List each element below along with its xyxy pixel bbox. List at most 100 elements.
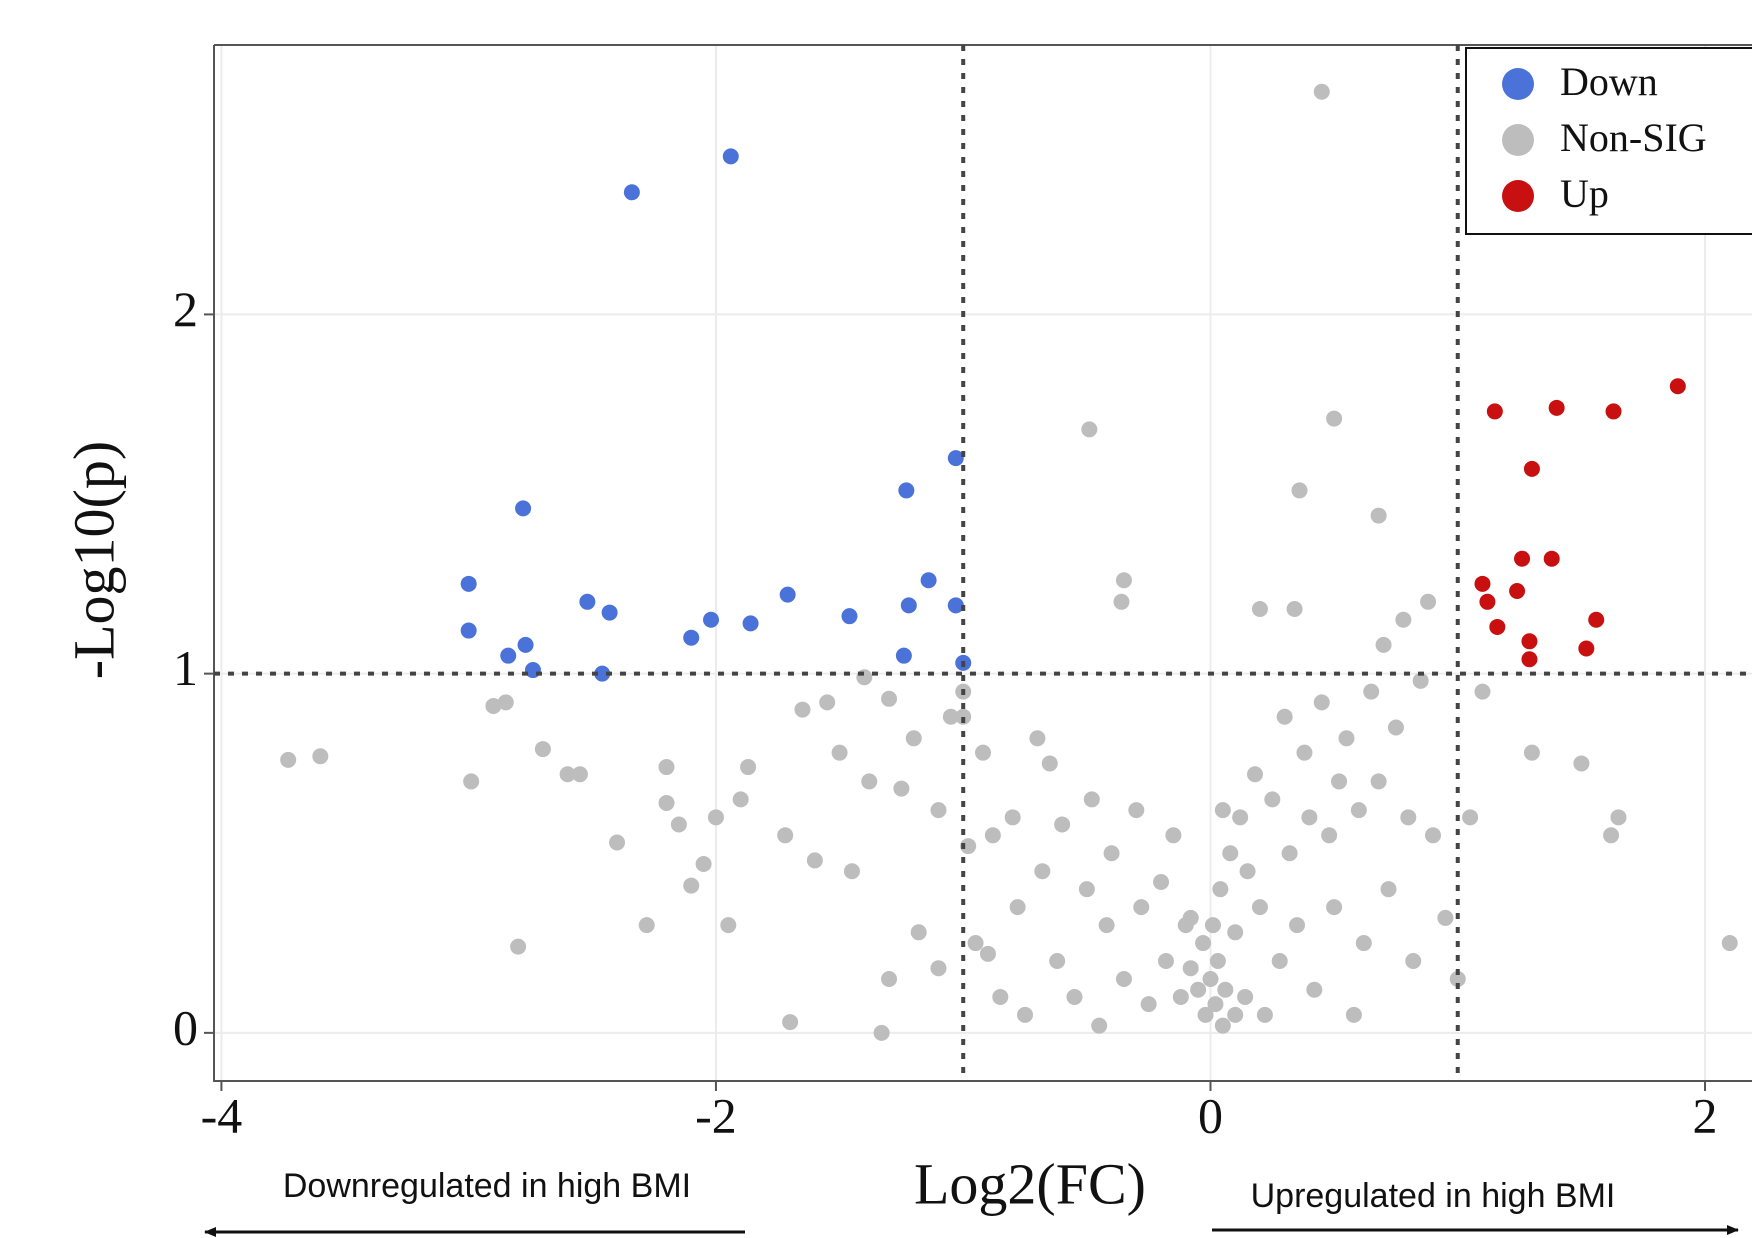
point (1091, 1017, 1108, 1034)
point (910, 924, 927, 941)
point (1078, 881, 1095, 898)
point (1400, 809, 1417, 826)
point (794, 701, 811, 718)
x-tick-label: 0 (1198, 1087, 1223, 1143)
point (1212, 881, 1229, 898)
point (984, 827, 1001, 844)
point (1289, 917, 1306, 934)
point (742, 615, 759, 632)
x-axis-label: Log2(FC) (914, 1151, 1146, 1216)
legend-marker (1502, 180, 1534, 212)
point (1425, 827, 1442, 844)
point (1437, 909, 1454, 926)
point (873, 1024, 890, 1041)
point (1578, 640, 1595, 657)
point (1548, 399, 1565, 416)
point (1669, 378, 1686, 395)
point (841, 608, 858, 625)
point (1197, 1006, 1214, 1023)
point (1081, 421, 1098, 438)
point (1286, 600, 1303, 617)
point (1412, 672, 1429, 689)
point (658, 794, 675, 811)
point (960, 838, 977, 855)
y-tick-label: 0 (173, 999, 198, 1055)
point (732, 791, 749, 808)
point (898, 482, 915, 499)
point (1375, 636, 1392, 653)
legend-label: Down (1560, 59, 1658, 104)
point (722, 148, 739, 165)
y-tick-label: 2 (173, 281, 198, 337)
point (843, 863, 860, 880)
point (312, 748, 329, 765)
point (623, 184, 640, 201)
x-tick-label: -2 (695, 1087, 737, 1143)
point (992, 988, 1009, 1005)
point (895, 647, 912, 664)
point (703, 611, 720, 628)
point (1207, 996, 1224, 1013)
point (905, 730, 922, 747)
point (497, 694, 514, 711)
point (1209, 953, 1226, 970)
point (1227, 1006, 1244, 1023)
point (1449, 970, 1466, 987)
point (463, 773, 480, 790)
point (1509, 583, 1526, 600)
axis-frame (213, 44, 1752, 1082)
point (1115, 970, 1132, 987)
point (515, 500, 532, 517)
point (683, 877, 700, 894)
point (1204, 917, 1221, 934)
x-tick-label: -4 (201, 1087, 243, 1143)
point (534, 741, 551, 758)
point (1041, 755, 1058, 772)
point (831, 744, 848, 761)
point (1474, 683, 1491, 700)
point (1251, 899, 1268, 916)
point (1009, 899, 1026, 916)
point (1588, 611, 1605, 628)
point (1573, 755, 1590, 772)
y-tick-label: 1 (173, 640, 198, 696)
point (861, 773, 878, 790)
point (1420, 593, 1437, 610)
point (1222, 845, 1239, 862)
point (1182, 960, 1199, 977)
point (1291, 482, 1308, 499)
point (740, 759, 757, 776)
point (1049, 953, 1066, 970)
point (979, 945, 996, 962)
point (1338, 730, 1355, 747)
point (1264, 791, 1281, 808)
point (930, 802, 947, 819)
point (695, 856, 712, 873)
x-tick-label: 2 (1693, 1087, 1718, 1143)
point (1350, 802, 1367, 819)
point (1321, 827, 1338, 844)
point (1521, 651, 1538, 668)
point (683, 629, 700, 646)
point (1113, 593, 1130, 610)
point (460, 622, 477, 639)
point (1157, 953, 1174, 970)
point (1133, 899, 1150, 916)
point (942, 708, 959, 725)
point (1514, 550, 1531, 567)
point (1543, 550, 1560, 567)
point (638, 917, 655, 934)
point (1326, 899, 1343, 916)
point (893, 780, 910, 797)
point (1251, 600, 1268, 617)
point (1380, 881, 1397, 898)
point (1214, 1017, 1231, 1034)
point (1214, 802, 1231, 819)
point (947, 450, 964, 467)
point (559, 766, 576, 783)
point (1098, 917, 1115, 934)
point (1313, 83, 1330, 100)
point (1605, 403, 1622, 420)
legend-label: Up (1560, 171, 1609, 216)
